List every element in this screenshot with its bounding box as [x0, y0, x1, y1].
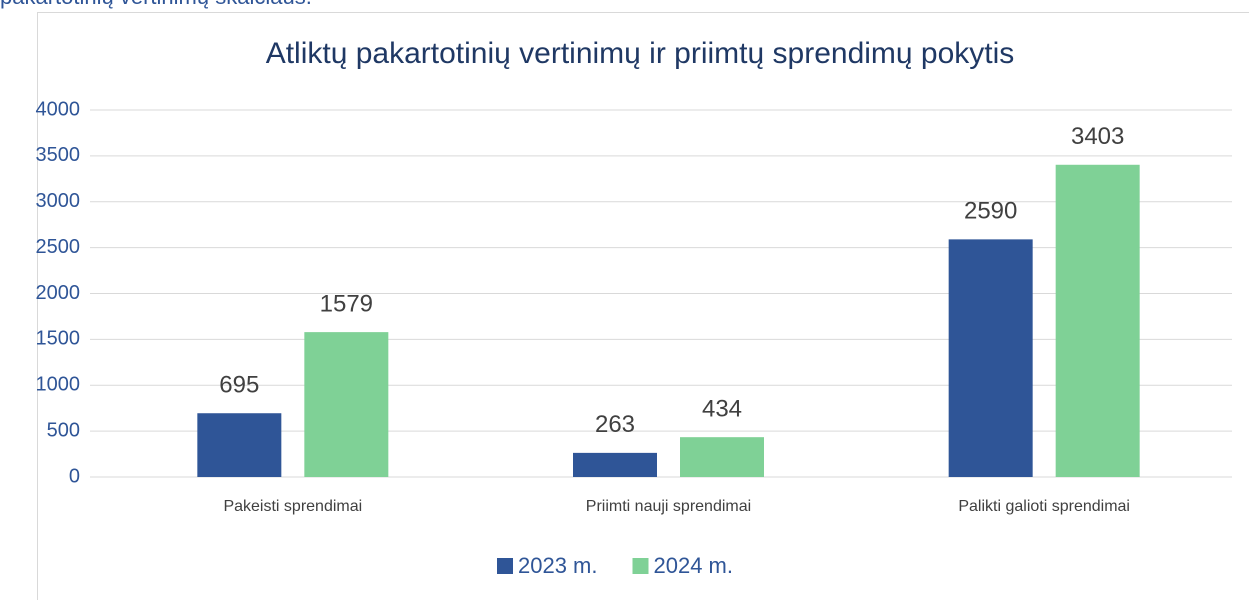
data-label: 3403: [1071, 123, 1124, 150]
data-label: 434: [702, 396, 742, 423]
data-label: 2590: [964, 198, 1017, 225]
legend-swatch: [497, 558, 513, 574]
bar: [948, 239, 1033, 477]
legend-label: 2024 m.: [654, 553, 734, 578]
x-tick-label: Priimti nauji sprendimai: [586, 498, 751, 515]
bar: [197, 413, 282, 477]
x-tick-label: Palikti galioti sprendimai: [958, 498, 1130, 515]
data-label: 263: [595, 411, 635, 438]
y-tick-label: 3000: [36, 190, 81, 212]
bar: [304, 332, 389, 477]
y-tick-label: 3500: [36, 144, 81, 166]
data-label: 1579: [320, 290, 373, 317]
y-tick-label: 0: [69, 465, 80, 487]
data-label: 695: [219, 372, 259, 399]
legend-label: 2023 m.: [518, 553, 598, 578]
intro-text: pakartotinių vertinimų skaičiaus.: [0, 0, 312, 9]
y-tick-label: 500: [47, 419, 80, 441]
y-tick-label: 1000: [36, 374, 81, 396]
y-tick-label: 1500: [36, 328, 81, 350]
chart-title: Atliktų pakartotinių vertinimų ir priimt…: [266, 37, 1015, 70]
legend-swatch: [632, 558, 649, 574]
y-tick-label: 4000: [36, 98, 81, 120]
chart-frame: [37, 12, 1249, 600]
x-tick-label: Pakeisti sprendimai: [223, 498, 362, 515]
bar: [573, 452, 657, 477]
bar: [1055, 164, 1140, 477]
y-tick-label: 2500: [36, 236, 81, 258]
bar: [680, 437, 764, 477]
y-tick-label: 2000: [36, 282, 81, 304]
